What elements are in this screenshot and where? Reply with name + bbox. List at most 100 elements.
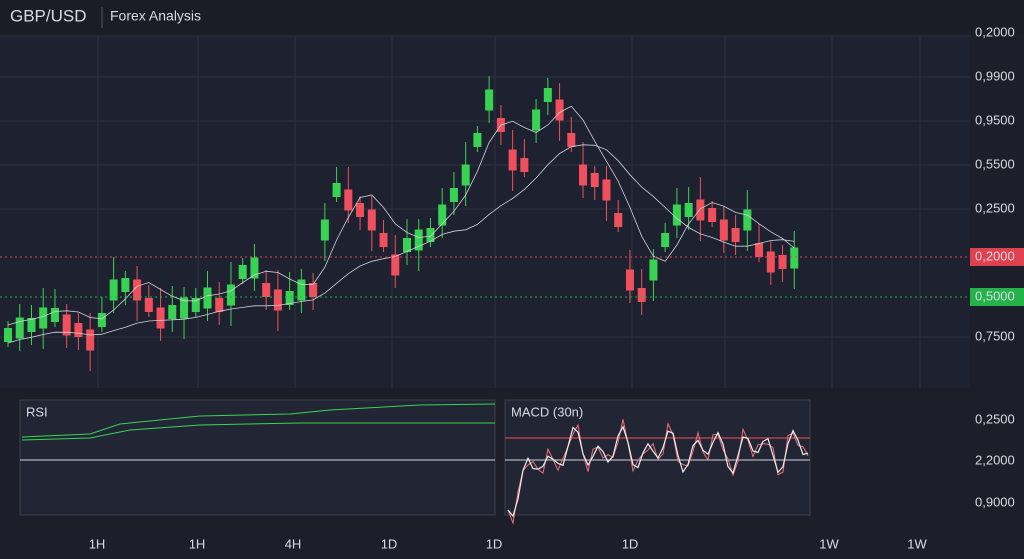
price-marker-label: 0,2000 <box>975 248 1015 263</box>
candle-body <box>755 243 764 257</box>
candle-body <box>543 88 552 102</box>
candle-body <box>367 209 376 231</box>
time-label: 1W <box>819 536 839 551</box>
candle-body <box>461 164 470 186</box>
candle-body <box>426 228 435 242</box>
candle-body <box>133 279 142 301</box>
candle-body <box>766 251 775 273</box>
candle-body <box>590 173 599 187</box>
price-label: 0,2000 <box>975 24 1015 39</box>
candle-body <box>344 189 353 211</box>
time-label: 1H <box>189 536 206 551</box>
rsi-line <box>21 403 496 438</box>
rsi-line <box>21 422 495 441</box>
candle-body <box>320 219 329 241</box>
candle-body <box>215 298 224 312</box>
candle-body <box>50 308 59 322</box>
candle-body <box>109 279 118 301</box>
candle-body <box>508 149 517 171</box>
candle-body <box>602 179 611 201</box>
candle-body <box>297 279 306 301</box>
price-label: 0,9900 <box>975 68 1015 83</box>
candle-body <box>520 158 529 172</box>
candle-body <box>273 289 282 311</box>
candle-body <box>614 213 623 227</box>
candle-body <box>285 291 294 305</box>
candle-body <box>62 314 71 336</box>
candle-body <box>414 229 423 251</box>
candle-body <box>672 204 681 226</box>
price-panel <box>0 36 970 388</box>
moving-average <box>7 144 795 344</box>
macd-label: MACD (30n) <box>511 404 583 419</box>
candle-body <box>39 307 48 329</box>
candle-body <box>555 99 564 121</box>
price-marker-box <box>970 288 1024 306</box>
candle-body <box>473 133 482 147</box>
candle-body <box>180 297 189 319</box>
candle-body <box>238 265 247 279</box>
time-label: 1W <box>907 536 927 551</box>
candle-body <box>356 203 365 217</box>
candle-body <box>203 287 212 309</box>
candle-body <box>250 257 259 279</box>
candle-body <box>191 298 200 312</box>
candle-body <box>156 307 165 329</box>
candle-body <box>625 269 634 291</box>
candle-body <box>696 199 705 221</box>
time-label: 1H <box>89 536 106 551</box>
time-label: 1D <box>486 536 503 551</box>
candle-body <box>661 233 670 247</box>
indicator-label: 0,9000 <box>975 494 1015 509</box>
candle-body <box>27 318 36 332</box>
rsi-panel <box>19 399 496 516</box>
candle-body <box>97 313 106 327</box>
axes: 0,2000 0,9900 0,9500 0,5500 0,2500 0,7500 0,20… <box>0 24 1024 551</box>
candle-body <box>485 89 494 111</box>
indicators <box>20 403 810 525</box>
time-label: 1D <box>381 536 398 551</box>
candle-body <box>778 255 787 269</box>
candle-body <box>708 208 717 222</box>
candle-body <box>74 323 83 337</box>
candle-body <box>379 233 388 247</box>
indicator-label: 2,2000 <box>975 452 1015 467</box>
symbol[interactable]: GBP/USD <box>10 6 87 25</box>
subtitle: Forex Analysis <box>110 8 201 24</box>
time-label: 4H <box>285 536 302 551</box>
macd-signal <box>507 419 809 525</box>
candle-body <box>449 188 458 202</box>
candle-body <box>637 288 646 302</box>
candle-body <box>391 254 400 276</box>
candles <box>4 76 799 371</box>
candle-body <box>86 329 95 351</box>
candle-body <box>743 209 752 231</box>
candle-body <box>168 305 177 319</box>
candle-body <box>579 164 588 186</box>
time-label: 1D <box>622 536 639 551</box>
price-marker-label: 0,5000 <box>975 288 1015 303</box>
candle-body <box>15 317 24 339</box>
candle-body <box>226 284 235 306</box>
candle-body <box>262 283 271 297</box>
candle-body <box>438 204 447 226</box>
price-label: 0,2500 <box>975 200 1015 215</box>
price-marker-box <box>970 248 1024 266</box>
price-label: 0,5500 <box>975 156 1015 171</box>
candle-body <box>731 228 740 242</box>
candle-body <box>309 283 318 297</box>
indicator-label: 0,2500 <box>975 411 1015 426</box>
price-label: 0,7500 <box>975 328 1015 343</box>
candle-body <box>649 259 658 281</box>
moving-average <box>7 105 795 326</box>
price-label: 0,9500 <box>975 112 1015 127</box>
candle-body <box>403 238 411 252</box>
grid <box>0 35 970 388</box>
candle-body <box>790 247 799 269</box>
candle-body <box>332 183 341 197</box>
candle-body <box>719 219 728 241</box>
candle-body <box>567 133 576 147</box>
candle-body <box>684 203 693 217</box>
